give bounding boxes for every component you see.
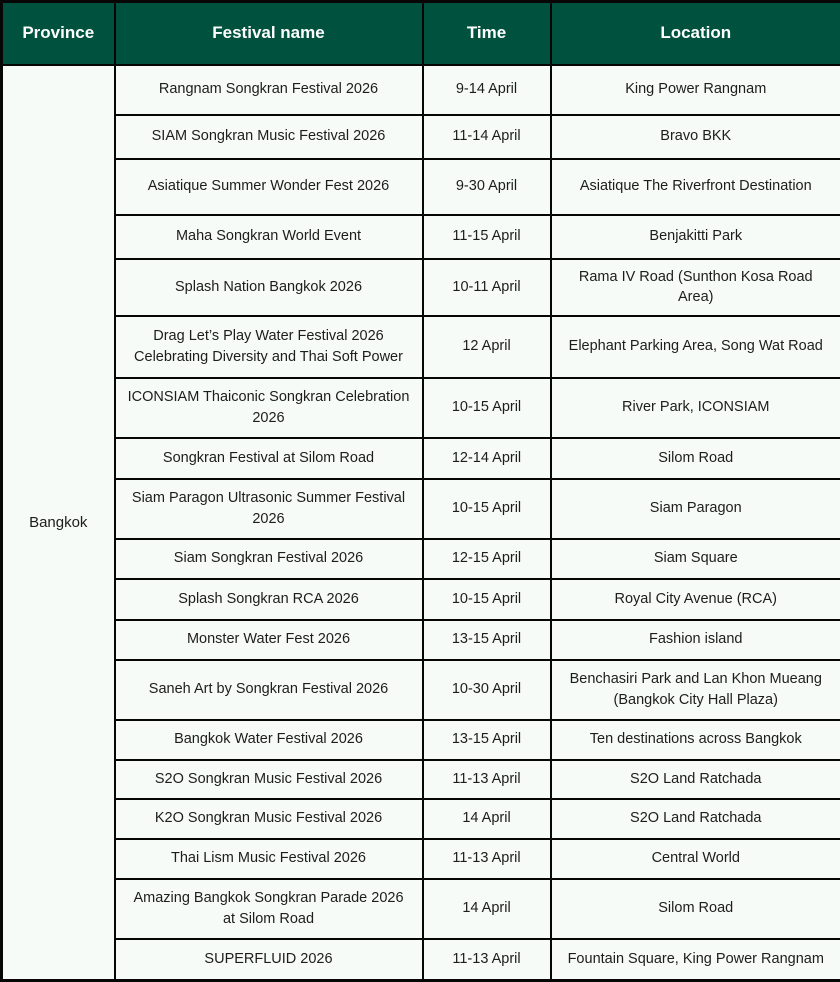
festival-cell: Splash Songkran RCA 2026 <box>115 579 423 620</box>
time-cell: 10-30 April <box>423 660 551 720</box>
location-cell: Siam Square <box>551 539 840 579</box>
location-cell: Fountain Square, King Power Rangnam <box>551 939 840 981</box>
festival-cell: Songkran Festival at Silom Road <box>115 438 423 479</box>
festival-cell: Siam Paragon Ultrasonic Summer Festival … <box>115 479 423 539</box>
festival-cell: Bangkok Water Festival 2026 <box>115 720 423 760</box>
table-row: Monster Water Fest 2026 13-15 April Fash… <box>2 620 840 660</box>
table-row: Drag Let’s Play Water Festival 2026 Cele… <box>2 316 840 378</box>
province-cell: Bangkok <box>2 65 115 981</box>
location-cell: River Park, ICONSIAM <box>551 378 840 438</box>
festival-cell: SUPERFLUID 2026 <box>115 939 423 981</box>
table-row: S2O Songkran Music Festival 2026 11-13 A… <box>2 760 840 799</box>
time-cell: 12-14 April <box>423 438 551 479</box>
festival-cell: SIAM Songkran Music Festival 2026 <box>115 115 423 159</box>
location-cell: King Power Rangnam <box>551 65 840 115</box>
location-cell: Elephant Parking Area, Song Wat Road <box>551 316 840 378</box>
time-cell: 10-15 April <box>423 479 551 539</box>
header-time: Time <box>423 2 551 65</box>
festival-cell: Drag Let’s Play Water Festival 2026 Cele… <box>115 316 423 378</box>
location-cell: Royal City Avenue (RCA) <box>551 579 840 620</box>
festival-cell: Maha Songkran World Event <box>115 215 423 259</box>
table-row: SIAM Songkran Music Festival 2026 11-14 … <box>2 115 840 159</box>
festival-cell: Monster Water Fest 2026 <box>115 620 423 660</box>
location-cell: Siam Paragon <box>551 479 840 539</box>
table-row: Asiatique Summer Wonder Fest 2026 9-30 A… <box>2 159 840 215</box>
time-cell: 11-15 April <box>423 215 551 259</box>
location-cell: Silom Road <box>551 879 840 939</box>
table-row: Amazing Bangkok Songkran Parade 2026 at … <box>2 879 840 939</box>
table-row: K2O Songkran Music Festival 2026 14 Apri… <box>2 799 840 839</box>
time-cell: 12-15 April <box>423 539 551 579</box>
festival-cell: Splash Nation Bangkok 2026 <box>115 259 423 316</box>
table-row: Splash Nation Bangkok 2026 10-11 April R… <box>2 259 840 316</box>
time-cell: 11-13 April <box>423 939 551 981</box>
location-cell: Fashion island <box>551 620 840 660</box>
header-location: Location <box>551 2 840 65</box>
location-cell: S2O Land Ratchada <box>551 760 840 799</box>
table-row: Bangkok Rangnam Songkran Festival 2026 9… <box>2 65 840 115</box>
time-cell: 12 April <box>423 316 551 378</box>
table-row: Thai Lism Music Festival 2026 11-13 Apri… <box>2 839 840 879</box>
time-cell: 9-14 April <box>423 65 551 115</box>
time-cell: 10-15 April <box>423 378 551 438</box>
location-cell: Asiatique The Riverfront Destination <box>551 159 840 215</box>
time-cell: 13-15 April <box>423 620 551 660</box>
location-cell: Bravo BKK <box>551 115 840 159</box>
location-cell: Ten destinations across Bangkok <box>551 720 840 760</box>
location-cell: Benjakitti Park <box>551 215 840 259</box>
table-row: Splash Songkran RCA 2026 10-15 April Roy… <box>2 579 840 620</box>
location-cell: Rama IV Road (Sunthon Kosa Road Area) <box>551 259 840 316</box>
location-cell: Silom Road <box>551 438 840 479</box>
table-row: ICONSIAM Thaiconic Songkran Celebration … <box>2 378 840 438</box>
table-row: Bangkok Water Festival 2026 13-15 April … <box>2 720 840 760</box>
table-row: Siam Songkran Festival 2026 12-15 April … <box>2 539 840 579</box>
time-cell: 11-13 April <box>423 839 551 879</box>
time-cell: 9-30 April <box>423 159 551 215</box>
time-cell: 10-11 April <box>423 259 551 316</box>
time-cell: 11-13 April <box>423 760 551 799</box>
header-province: Province <box>2 2 115 65</box>
header-row: Province Festival name Time Location <box>2 2 840 65</box>
festival-cell: Saneh Art by Songkran Festival 2026 <box>115 660 423 720</box>
header-festival-name: Festival name <box>115 2 423 65</box>
festival-cell: Rangnam Songkran Festival 2026 <box>115 65 423 115</box>
time-cell: 13-15 April <box>423 720 551 760</box>
table-row: Maha Songkran World Event 11-15 April Be… <box>2 215 840 259</box>
time-cell: 14 April <box>423 799 551 839</box>
time-cell: 14 April <box>423 879 551 939</box>
table-row: Songkran Festival at Silom Road 12-14 Ap… <box>2 438 840 479</box>
festival-cell: Thai Lism Music Festival 2026 <box>115 839 423 879</box>
time-cell: 10-15 April <box>423 579 551 620</box>
festival-cell: Siam Songkran Festival 2026 <box>115 539 423 579</box>
table-row: SUPERFLUID 2026 11-13 April Fountain Squ… <box>2 939 840 981</box>
table-row: Saneh Art by Songkran Festival 2026 10-3… <box>2 660 840 720</box>
time-cell: 11-14 April <box>423 115 551 159</box>
location-cell: Central World <box>551 839 840 879</box>
festival-cell: K2O Songkran Music Festival 2026 <box>115 799 423 839</box>
festival-cell: Asiatique Summer Wonder Fest 2026 <box>115 159 423 215</box>
festival-cell: ICONSIAM Thaiconic Songkran Celebration … <box>115 378 423 438</box>
table-row: Siam Paragon Ultrasonic Summer Festival … <box>2 479 840 539</box>
location-cell: Benchasiri Park and Lan Khon Mueang (Ban… <box>551 660 840 720</box>
festival-cell: Amazing Bangkok Songkran Parade 2026 at … <box>115 879 423 939</box>
festival-cell: S2O Songkran Music Festival 2026 <box>115 760 423 799</box>
location-cell: S2O Land Ratchada <box>551 799 840 839</box>
